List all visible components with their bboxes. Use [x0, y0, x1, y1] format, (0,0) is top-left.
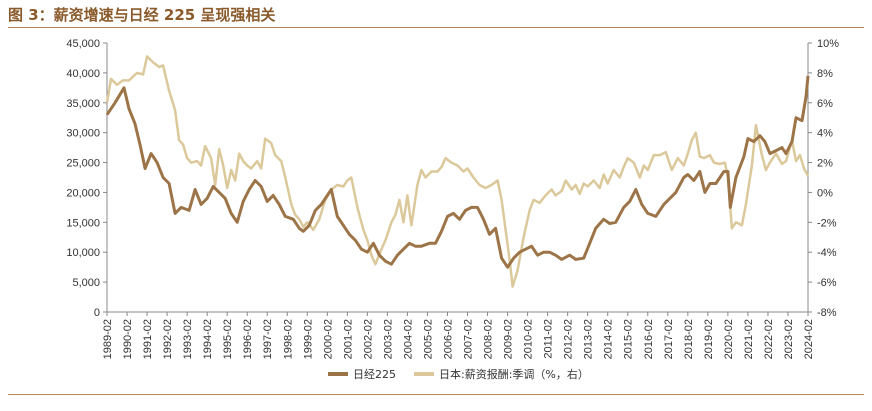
right-tick-label: 6%: [817, 98, 833, 110]
x-tick-label: 2024-02: [803, 319, 815, 359]
x-tick-label: 2009-02: [503, 319, 515, 359]
x-tick-label: 2016-02: [643, 319, 655, 359]
bottom-rule: [8, 394, 864, 395]
left-tick-label: 0: [94, 307, 100, 319]
x-tick-label: 2020-02: [723, 319, 735, 359]
x-axis-ticks: 1989-02 1990-02 1991-02 1992-02 1993-02 1994-…: [102, 312, 815, 359]
x-tick-label: 1991-02: [142, 319, 154, 359]
right-tick-label: -8%: [817, 307, 837, 319]
x-tick-label: 1995-02: [222, 319, 234, 359]
x-tick-label: 2019-02: [703, 319, 715, 359]
series-line-wage-growth: [105, 55, 810, 288]
left-axis-ticks: 0 5,000 10,000 15,000 20,000 25,000 30,000 35,0…: [66, 38, 107, 319]
x-tick-label: 2002-02: [362, 319, 374, 359]
right-tick-label: 8%: [817, 68, 833, 80]
right-tick-label: 4%: [817, 128, 833, 140]
x-tick-label: 1989-02: [102, 319, 114, 359]
x-tick-label: 2006-02: [442, 319, 454, 359]
series-lines: [105, 55, 810, 288]
x-tick-label: 1993-02: [182, 319, 194, 359]
x-tick-label: 2021-02: [743, 319, 755, 359]
right-tick-label: 0%: [817, 187, 833, 199]
left-tick-label: 5,000: [72, 277, 100, 289]
x-tick-label: 1996-02: [242, 319, 254, 359]
legend: 日经225 日本:薪资报酬:季调（%，右）: [328, 367, 589, 381]
x-tick-label: 2000-02: [322, 319, 334, 359]
left-tick-label: 40,000: [66, 68, 100, 80]
x-tick-label: 2008-02: [483, 319, 495, 359]
x-tick-label: 1990-02: [122, 319, 134, 359]
x-tick-label: 2013-02: [583, 319, 595, 359]
x-tick-label: 2010-02: [523, 319, 535, 359]
left-tick-label: 35,000: [66, 98, 100, 110]
left-tick-label: 25,000: [66, 158, 100, 170]
x-tick-label: 2003-02: [382, 319, 394, 359]
left-tick-label: 30,000: [66, 128, 100, 140]
x-tick-label: 1999-02: [302, 319, 314, 359]
right-tick-label: -2%: [817, 217, 837, 229]
x-tick-label: 2005-02: [422, 319, 434, 359]
x-tick-label: 1994-02: [202, 319, 214, 359]
top-rule: [8, 27, 864, 28]
x-tick-label: 2022-02: [763, 319, 775, 359]
legend-label-nikkei225: 日经225: [353, 368, 396, 381]
left-tick-label: 45,000: [66, 38, 100, 50]
right-axis-ticks: -8% -6% -4% -2% 0% 2% 4% 6% 8% 10%: [808, 38, 839, 319]
right-tick-label: -6%: [817, 277, 837, 289]
series-line-nikkei225: [105, 75, 810, 269]
x-tick-label: 2014-02: [603, 319, 615, 359]
legend-label-wage-growth: 日本:薪资报酬:季调（%，右）: [439, 367, 589, 381]
left-tick-label: 10,000: [66, 247, 100, 259]
x-tick-label: 2012-02: [563, 319, 575, 359]
right-tick-label: 2%: [817, 158, 833, 170]
x-tick-label: 2001-02: [342, 319, 354, 359]
x-tick-label: 2004-02: [402, 319, 414, 359]
x-tick-label: 1997-02: [262, 319, 274, 359]
left-tick-label: 20,000: [66, 187, 100, 199]
x-tick-label: 2011-02: [543, 319, 555, 359]
x-tick-label: 1998-02: [282, 319, 294, 359]
x-tick-label: 2018-02: [683, 319, 695, 359]
right-tick-label: -4%: [817, 247, 837, 259]
right-tick-label: 10%: [817, 38, 839, 50]
left-tick-label: 15,000: [66, 217, 100, 229]
x-tick-label: 2015-02: [623, 319, 635, 359]
x-tick-label: 2007-02: [463, 319, 475, 359]
x-tick-label: 2017-02: [663, 319, 675, 359]
x-tick-label: 1992-02: [162, 319, 174, 359]
axes: [106, 43, 809, 313]
figure-title: 图 3：薪资增速与日经 225 呈现强相关: [8, 6, 276, 24]
x-tick-label: 2023-02: [783, 319, 795, 359]
